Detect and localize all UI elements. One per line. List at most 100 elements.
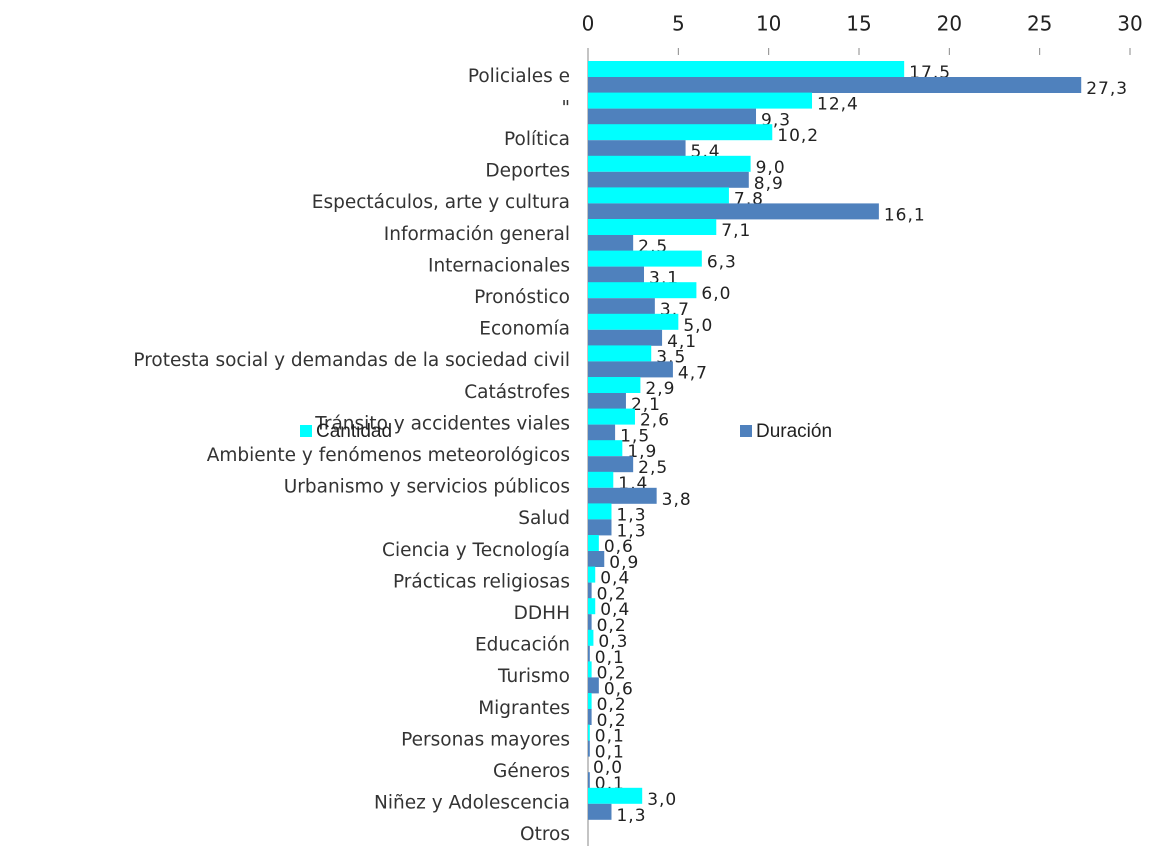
bar bbox=[588, 124, 773, 141]
bar bbox=[588, 551, 605, 567]
bar bbox=[588, 535, 599, 551]
y-tick-label: Prácticas religiosas bbox=[393, 571, 570, 592]
bar bbox=[588, 709, 592, 725]
bar bbox=[588, 266, 645, 283]
bar bbox=[588, 345, 652, 362]
y-tick-label: Información general bbox=[384, 224, 570, 245]
legend-label: Duración bbox=[756, 421, 832, 442]
data-label: 5,0 bbox=[683, 316, 713, 336]
data-label: 3,8 bbox=[662, 490, 692, 510]
legend-swatch bbox=[300, 425, 312, 437]
data-label: 12,4 bbox=[817, 95, 859, 115]
data-label: 7,1 bbox=[721, 221, 751, 241]
x-tick-label: 30 bbox=[1117, 12, 1142, 36]
data-label: 0,1 bbox=[595, 727, 625, 747]
data-label: 0,6 bbox=[604, 679, 634, 699]
bar bbox=[588, 503, 612, 520]
bar bbox=[588, 629, 594, 646]
bar bbox=[588, 171, 749, 188]
x-tick-label: 20 bbox=[937, 12, 962, 36]
data-label: 2,1 bbox=[631, 395, 661, 415]
x-tick-label: 10 bbox=[756, 12, 781, 36]
y-tick-label: Géneros bbox=[493, 761, 570, 782]
data-label: 0,2 bbox=[597, 585, 627, 605]
y-tick-label: Ciencia y Tecnología bbox=[382, 540, 570, 561]
y-tick-label: Niñez y Adolescencia bbox=[374, 793, 570, 814]
bar bbox=[588, 677, 599, 694]
data-label: 4,1 bbox=[667, 332, 697, 352]
data-label: 6,0 bbox=[701, 284, 731, 304]
bar bbox=[588, 693, 592, 709]
data-label: 2,9 bbox=[645, 379, 675, 399]
x-tick-label: 5 bbox=[672, 12, 685, 36]
bar bbox=[588, 408, 635, 425]
y-tick-label: Espectáculos, arte y cultura bbox=[312, 192, 570, 213]
data-label: 1,3 bbox=[616, 806, 646, 826]
bar bbox=[588, 329, 663, 346]
bar bbox=[588, 140, 686, 157]
bar bbox=[588, 219, 717, 235]
y-tick-label: Tránsito y accidentes viales bbox=[314, 413, 570, 434]
bar bbox=[588, 203, 879, 220]
data-label: 4,7 bbox=[678, 363, 708, 383]
data-label: 0,9 bbox=[609, 553, 639, 573]
data-label: 1,3 bbox=[616, 505, 646, 525]
y-tick-label: Turismo bbox=[497, 666, 570, 687]
data-label: 0,2 bbox=[597, 616, 627, 636]
bar bbox=[588, 108, 757, 125]
data-label: 9,0 bbox=[756, 158, 786, 178]
bar bbox=[588, 740, 590, 757]
y-tick-label: Protesta social y demandas de la socieda… bbox=[133, 350, 570, 371]
data-label: 0,6 bbox=[604, 537, 634, 557]
data-label: 0,1 bbox=[595, 648, 625, 668]
y-tick-label: Educación bbox=[475, 635, 570, 656]
bar bbox=[588, 566, 596, 583]
data-label: 0,4 bbox=[600, 600, 630, 620]
data-label: 1,3 bbox=[616, 521, 646, 541]
bar bbox=[588, 235, 634, 251]
bar bbox=[588, 92, 813, 109]
y-tick-label: Economía bbox=[479, 319, 570, 340]
y-tick-label: Catástrofes bbox=[464, 382, 570, 403]
data-label: 16,1 bbox=[884, 205, 926, 225]
bar bbox=[588, 424, 616, 441]
y-tick-label: Pronóstico bbox=[474, 287, 570, 308]
bar bbox=[588, 614, 592, 631]
bar bbox=[588, 471, 614, 488]
bar bbox=[588, 282, 697, 299]
data-label: 6,3 bbox=[707, 253, 737, 273]
y-tick-label: Salud bbox=[518, 508, 570, 529]
y-tick-label: Personas mayores bbox=[401, 729, 570, 750]
bar bbox=[588, 298, 655, 315]
data-label: 8,9 bbox=[754, 174, 784, 194]
legend-swatch bbox=[740, 425, 752, 437]
bar bbox=[588, 519, 612, 536]
bar bbox=[588, 661, 592, 678]
y-tick-label: Deportes bbox=[485, 161, 570, 182]
bar bbox=[588, 772, 590, 789]
y-tick-label: Ambiente y fenómenos meteorológicos bbox=[207, 445, 570, 466]
bar bbox=[588, 313, 679, 330]
data-label: 1,9 bbox=[627, 442, 657, 462]
bar bbox=[588, 487, 657, 504]
data-label: 27,3 bbox=[1086, 79, 1128, 99]
data-label: 0,3 bbox=[598, 632, 628, 652]
y-tick-label: Urbanismo y servicios públicos bbox=[284, 477, 570, 498]
bar bbox=[588, 598, 596, 615]
data-label: 0,1 bbox=[595, 743, 625, 763]
legend-label: Cantidad bbox=[316, 421, 392, 442]
bar bbox=[588, 645, 590, 662]
bar bbox=[588, 77, 1082, 93]
y-tick-label: " bbox=[561, 97, 570, 118]
data-label: 0,2 bbox=[597, 663, 627, 683]
y-tick-label: Policiales e bbox=[468, 66, 570, 87]
data-label: 0,4 bbox=[600, 569, 630, 589]
bar bbox=[588, 787, 643, 804]
y-tick-label: Internacionales bbox=[428, 255, 570, 276]
bar bbox=[588, 393, 626, 409]
data-label: 3,0 bbox=[647, 790, 677, 810]
data-label: 2,6 bbox=[640, 411, 670, 431]
bar bbox=[588, 724, 590, 741]
y-tick-label: Política bbox=[504, 129, 570, 150]
